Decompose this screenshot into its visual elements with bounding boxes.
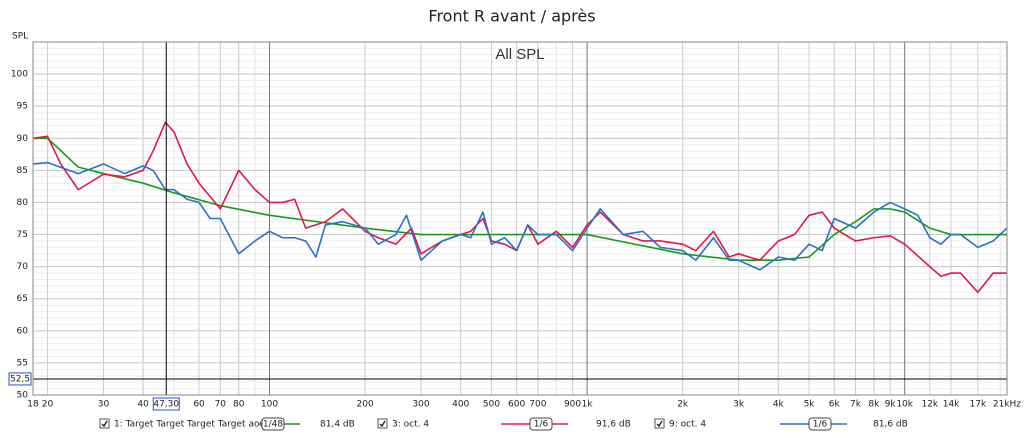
series-line [32,161,1008,271]
x-tick-label: 4k [773,400,785,410]
x-tick-label: 700 [529,400,546,410]
checkbox-check[interactable] [379,420,386,428]
x-tick-label: 70 [215,400,227,410]
x-tick-label: 17k [970,400,987,410]
x-tick-label: 10k [896,400,913,410]
legend-checkbox[interactable] [377,418,388,429]
y-tick-label: 90 [17,134,29,144]
y-tick-label: 85 [17,166,28,176]
x-tick-label: 20 [42,400,54,410]
x-tick-label: 7k [850,400,862,410]
x-tick-label: 6k [829,400,841,410]
legend-name: 9: oct. 4 [669,420,706,430]
cursor-y-label: 52,5 [10,374,30,384]
x-tick-label: 400 [452,400,469,410]
checkbox-box[interactable] [377,418,388,429]
series-line [32,121,1007,294]
legend-name: 3: oct. 4 [392,420,429,430]
x-tick-label: 900 [564,400,581,410]
x-tick-label: 100 [261,400,278,410]
cursor-x-box [152,397,180,411]
cursor-x-label: 47,30 [153,400,179,410]
x-tick-label: 2k [677,400,689,410]
legend-level: 91,6 dB [596,420,631,430]
x-tick-label: 500 [483,400,500,410]
checkbox-check[interactable] [656,420,663,428]
x-tick-label: 5k [804,400,816,410]
checkbox-box[interactable] [99,418,110,429]
plot-label: All SPL [495,46,544,63]
y-tick-label: 70 [17,262,29,272]
y-tick-label: 60 [17,326,29,336]
y-tick-label: 100 [11,70,28,80]
y-tick-label: 55 [17,358,28,368]
x-tick-label: 80 [233,400,245,410]
x-tick-label: 18 [27,400,39,410]
plot-lines [32,42,1008,395]
x-tick-label: 40 [137,400,149,410]
x-tick-label: 8k [868,400,880,410]
y-tick-label: 80 [17,198,29,208]
y-tick-label: 65 [17,294,28,304]
legend-name: 1: Target Target Target Target aoûl [114,420,268,430]
legend-level: 81,4 dB [320,420,355,430]
y-tick-label: 95 [17,102,28,112]
x-tick-label: 600 [508,400,525,410]
x-tick-label: 3k [733,400,745,410]
tick-labels: 50 55 60 65 70 75 80 85 90 95 100 18 20 30 40 60 70 80 100… [8,70,1021,411]
legend-checkbox[interactable] [654,418,665,429]
legend-level: 81,6 dB [873,420,908,430]
x-tick-label: 14k [943,400,960,410]
x-tick-label: 9k [885,400,897,410]
legend-smoothing-box[interactable] [808,417,832,431]
series-line [33,137,1007,262]
cursor-y-box [8,372,32,386]
x-tick-label: 300 [412,400,429,410]
x-tick-label: 1k [582,400,594,410]
checkbox-box[interactable] [654,418,665,429]
checkbox-check[interactable] [101,420,108,428]
x-tick-label: 12k [921,400,938,410]
legend-smoothing[interactable]: 1/48 [263,420,283,430]
legend-smoothing-box[interactable] [529,417,553,431]
y-tick-label: 75 [17,230,28,240]
plot-frame [32,41,1008,396]
legend-smoothing[interactable]: 1/6 [534,420,549,430]
grid [32,41,1008,396]
x-tick-label: 60 [193,400,205,410]
legend-smoothing[interactable]: 1/6 [813,420,828,430]
x-tick-label: 200 [357,400,374,410]
y-tick-label: 50 [17,391,29,401]
x-tick-label: 30 [98,400,110,410]
y-axis-label: SPL [12,32,28,42]
x-tick-label: 21kHz [993,400,1021,410]
chart-title: Front R avant / après [428,7,595,26]
legend-checkbox[interactable] [99,418,110,429]
legend-smoothing-box[interactable] [261,417,285,431]
